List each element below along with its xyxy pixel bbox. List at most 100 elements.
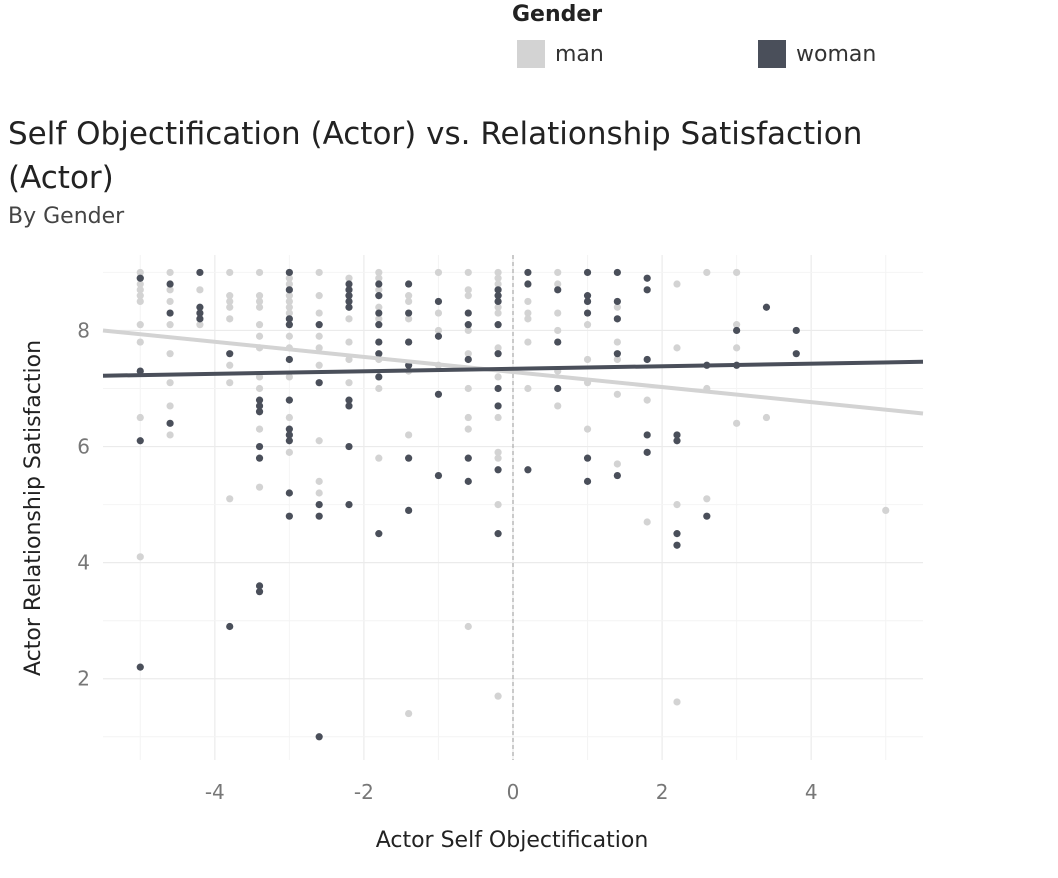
data-point-woman xyxy=(524,280,532,288)
data-point-man xyxy=(464,326,472,335)
data-point-woman xyxy=(554,384,562,393)
data-point-woman xyxy=(196,309,204,317)
data-point-woman xyxy=(494,292,502,300)
legend-item-man[interactable]: man xyxy=(517,40,604,68)
y-axis-title: Actor Relationship Satisfaction xyxy=(21,340,46,676)
data-point-woman xyxy=(375,280,383,288)
data-point-woman xyxy=(285,315,293,323)
data-point-woman xyxy=(494,402,502,410)
data-point-man xyxy=(733,344,741,352)
data-point-man xyxy=(196,286,204,294)
x-tick-label: -4 xyxy=(205,780,225,804)
grid-lines xyxy=(103,255,923,760)
data-point-man xyxy=(136,413,144,422)
data-point-woman xyxy=(494,297,502,306)
data-point-woman xyxy=(554,338,562,346)
data-point-man xyxy=(315,477,323,485)
data-point-man xyxy=(554,402,562,410)
data-point-man xyxy=(226,292,234,300)
data-point-woman xyxy=(375,530,383,538)
data-point-man xyxy=(703,495,711,503)
data-point-man xyxy=(226,315,234,323)
legend-label-woman: woman xyxy=(796,41,877,67)
data-point-woman xyxy=(136,367,144,375)
data-point-woman xyxy=(285,512,293,520)
title-block: Self Objectification (Actor) vs. Relatio… xyxy=(8,112,908,232)
data-point-man xyxy=(673,500,681,509)
x-tick-label: 2 xyxy=(656,780,669,804)
data-point-woman xyxy=(285,355,293,364)
data-point-woman xyxy=(136,663,144,671)
data-point-woman xyxy=(494,384,502,393)
data-point-woman xyxy=(494,466,502,474)
data-point-woman xyxy=(196,268,204,277)
data-point-man xyxy=(166,402,174,410)
data-point-man xyxy=(583,425,592,433)
data-point-man xyxy=(613,390,621,398)
data-point-woman xyxy=(136,437,144,445)
data-point-man xyxy=(494,500,502,509)
data-point-woman xyxy=(554,286,562,294)
data-point-man xyxy=(166,379,174,387)
data-point-man xyxy=(583,321,592,329)
data-point-woman xyxy=(285,286,293,294)
data-point-man xyxy=(226,379,234,387)
data-point-man xyxy=(882,506,890,515)
data-point-man xyxy=(166,431,174,439)
data-point-woman xyxy=(464,477,472,485)
data-point-woman xyxy=(375,309,383,317)
data-point-man xyxy=(464,268,472,277)
data-point-woman xyxy=(285,396,293,404)
data-point-woman xyxy=(762,303,771,311)
chart-subtitle: By Gender xyxy=(8,204,125,229)
data-point-woman xyxy=(524,268,532,277)
x-tick-label: -2 xyxy=(354,780,374,804)
data-point-woman xyxy=(643,274,651,282)
data-point-man xyxy=(405,709,413,718)
data-point-man xyxy=(733,268,741,277)
data-point-man xyxy=(345,274,353,282)
legend-swatch-man xyxy=(517,40,545,68)
data-point-man xyxy=(345,315,353,323)
data-point-man xyxy=(226,495,234,503)
data-point-man xyxy=(613,460,621,468)
data-point-man xyxy=(285,280,293,288)
data-point-woman xyxy=(673,530,681,538)
data-point-woman xyxy=(643,286,651,294)
data-point-man xyxy=(226,297,234,306)
trend-line-man xyxy=(102,328,924,416)
data-point-woman xyxy=(255,454,264,462)
data-point-man xyxy=(255,303,264,311)
data-point-woman xyxy=(166,419,174,427)
y-tick-label: 2 xyxy=(77,667,90,691)
data-point-woman xyxy=(464,309,472,317)
data-point-woman xyxy=(583,297,592,306)
data-point-man xyxy=(315,332,323,340)
data-point-man xyxy=(405,297,413,306)
data-point-man xyxy=(285,292,293,300)
data-point-man xyxy=(494,344,502,352)
y-axis-ticks: 2 4 6 8 xyxy=(77,318,90,690)
data-point-man xyxy=(315,309,323,317)
data-point-woman xyxy=(583,292,592,300)
data-point-woman xyxy=(583,309,592,317)
data-point-man xyxy=(255,384,264,393)
data-point-man xyxy=(226,303,234,311)
data-point-man xyxy=(345,379,353,387)
x-tick-label: 0 xyxy=(507,780,520,804)
data-point-man xyxy=(255,297,264,306)
y-tick-label: 6 xyxy=(77,435,90,459)
data-point-man xyxy=(524,315,532,323)
data-point-woman xyxy=(345,297,353,306)
data-point-man xyxy=(255,268,264,277)
data-point-man xyxy=(464,622,472,631)
trend-line-woman xyxy=(102,359,924,378)
data-point-woman xyxy=(166,309,174,317)
legend-item-woman[interactable]: woman xyxy=(758,40,876,68)
data-point-woman xyxy=(345,442,353,451)
data-point-man xyxy=(255,332,264,340)
data-point-man xyxy=(434,326,443,335)
data-point-woman xyxy=(405,309,413,317)
data-point-man xyxy=(405,315,413,323)
data-point-woman xyxy=(464,355,472,364)
